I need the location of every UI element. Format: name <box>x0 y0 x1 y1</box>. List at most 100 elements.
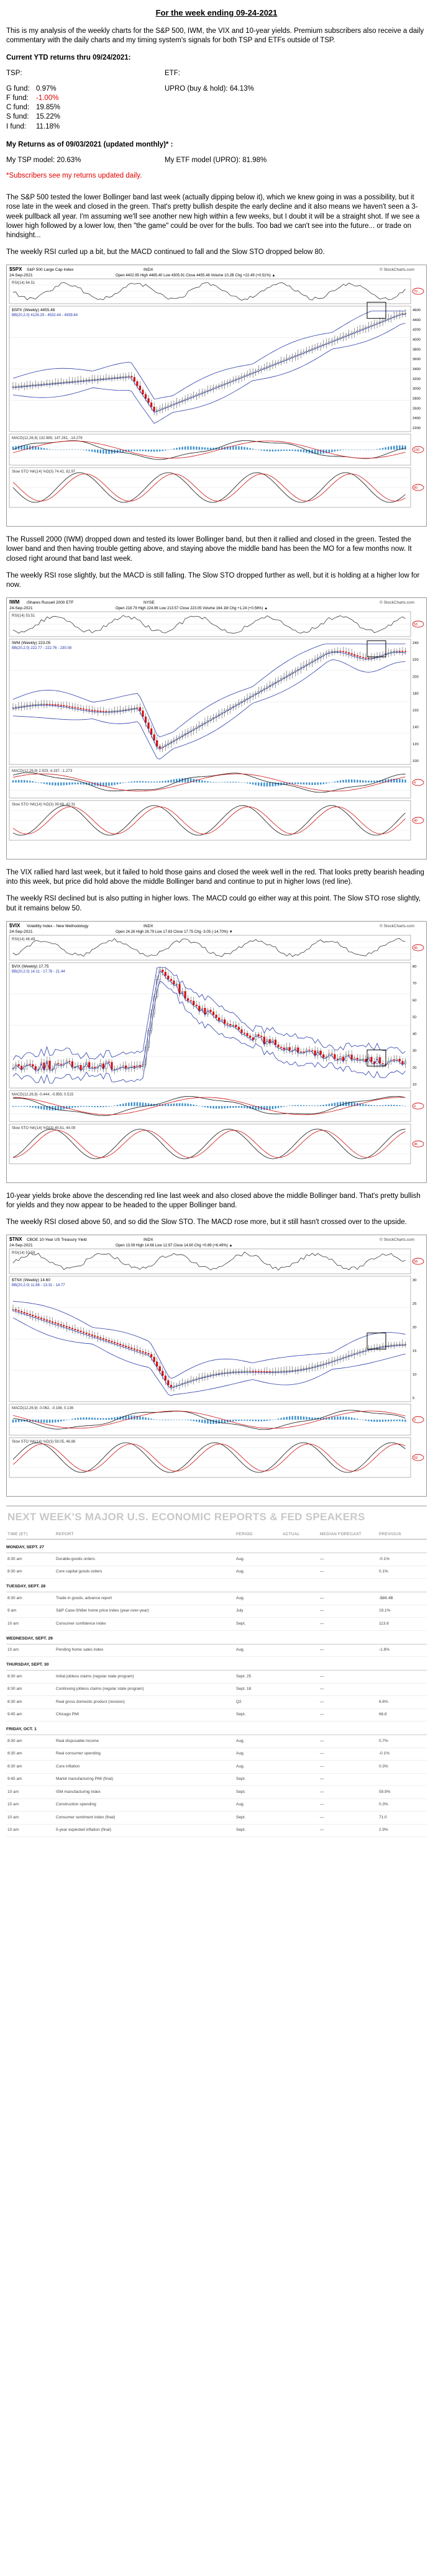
candle-body <box>345 651 347 653</box>
macd-histogram-bar <box>229 1420 231 1422</box>
macd-histogram-bar <box>150 781 152 783</box>
macd-histogram-bar <box>37 447 40 450</box>
macd-histogram-bar <box>128 450 130 452</box>
price-tick-label: 30 <box>412 1279 416 1282</box>
candle-body <box>305 1368 308 1369</box>
candle-body <box>88 1062 91 1068</box>
macd-histogram-bar <box>15 1105 17 1107</box>
macd-histogram-bar <box>153 450 155 452</box>
candle-body <box>54 383 57 384</box>
macd-histogram-bar <box>128 1415 130 1420</box>
macd-histogram-bar <box>23 1105 25 1107</box>
macd-histogram-bar <box>88 1417 90 1420</box>
macd-histogram-bar <box>207 1105 209 1108</box>
macd-histogram-bar <box>319 450 322 455</box>
macd-histogram-bar <box>317 782 319 785</box>
calendar-cell: -0.1% <box>379 1751 390 1756</box>
macd-histogram-bar <box>240 447 243 450</box>
macd-histogram-bar <box>145 1417 147 1420</box>
macd-histogram-bar <box>227 1105 229 1109</box>
calendar-cell: 8:30 am <box>7 1687 22 1692</box>
candle-body <box>57 1063 60 1064</box>
macd-histogram-bar <box>258 782 260 786</box>
candle-body <box>195 1004 198 1006</box>
calendar-cell: Sept. <box>236 1777 246 1782</box>
macd-histogram-bar <box>342 1417 344 1420</box>
macd-histogram-bar <box>322 1104 324 1106</box>
candle-body <box>17 1310 20 1312</box>
sto-d-line <box>12 1130 406 1158</box>
macd-histogram-bar <box>308 1105 311 1106</box>
macd-histogram-bar <box>283 782 285 786</box>
candle-body <box>401 1061 404 1064</box>
macd-line <box>12 772 406 793</box>
macd-histogram-bar <box>314 450 316 455</box>
value-badge <box>412 620 424 628</box>
price-tick-label: 70 <box>412 982 416 986</box>
rsi-line <box>12 615 406 634</box>
candle-body <box>156 410 158 412</box>
macd-histogram-bar <box>77 782 79 785</box>
candle-body <box>111 710 113 712</box>
macd-histogram-bar <box>139 1416 141 1420</box>
candle-body <box>94 710 96 712</box>
macd-histogram-bar <box>277 450 280 451</box>
stock-chart-svg: $VIX Volatility Index - New Methodology IN… <box>9 923 424 1164</box>
macd-histogram-bar <box>246 1420 248 1422</box>
candle-body <box>311 1050 314 1051</box>
macd-histogram-bar <box>224 1420 226 1423</box>
commentary-paragraph: 10-year yields broke above the descendin… <box>6 1192 421 1209</box>
macd-histogram-bar <box>159 781 161 783</box>
candle-body <box>370 1056 373 1062</box>
candle-body <box>246 1371 248 1372</box>
candle-body <box>221 1019 223 1021</box>
commentary-paragraph: The weekly RSI rose slightly, but the MA… <box>6 571 420 589</box>
macd-histogram-bar <box>145 1102 147 1106</box>
macd-histogram-bar <box>15 446 17 450</box>
sto-d-line <box>12 806 406 835</box>
macd-histogram-bar <box>337 1417 339 1420</box>
candle-body <box>353 654 356 656</box>
macd-histogram-bar <box>306 782 308 785</box>
candle-body <box>45 1320 48 1322</box>
candle-body <box>257 1371 260 1372</box>
macd-histogram-bar <box>204 1105 206 1107</box>
candle-body <box>189 1000 192 1002</box>
price-tick-label: 2800 <box>412 397 421 401</box>
returns-heading: My Returns as of 09/03/2021 (updated mon… <box>6 140 173 148</box>
macd-histogram-bar <box>297 782 299 784</box>
macd-histogram-bar <box>147 450 150 452</box>
macd-histogram-bar <box>187 446 189 450</box>
macd-histogram-bar <box>246 1105 248 1109</box>
candle-body <box>34 384 37 386</box>
macd-histogram-bar <box>40 1420 42 1423</box>
candle-body <box>350 1054 353 1059</box>
candle-body <box>283 1047 285 1050</box>
macd-signal-line <box>12 1097 406 1115</box>
macd-histogram-bar <box>178 447 181 450</box>
macd-histogram-bar <box>260 1420 262 1422</box>
candle-body <box>150 1354 153 1358</box>
rsi-line <box>12 938 406 957</box>
macd-histogram-bar <box>300 1105 302 1106</box>
candle-body <box>255 1371 257 1372</box>
annotation-box <box>367 1050 386 1067</box>
candle-body <box>365 1349 367 1351</box>
calendar-cell: 10 am <box>7 1815 19 1820</box>
macd-histogram-bar <box>328 1104 330 1106</box>
candle-body <box>57 1323 60 1325</box>
candle-body <box>34 1066 37 1070</box>
calendar-row: 8:30 am Real consumer spending Aug. — -0.1% <box>6 1748 427 1761</box>
candle-body <box>85 1333 88 1335</box>
candle-body <box>68 1327 71 1329</box>
macd-histogram-bar <box>314 1105 316 1106</box>
macd-histogram-bar <box>196 779 198 783</box>
macd-histogram-bar <box>370 1420 373 1422</box>
macd-histogram-bar <box>263 782 265 787</box>
macd-histogram-bar <box>43 782 45 784</box>
calendar-column-header: PREVIOUS <box>379 1531 401 1536</box>
candle-body <box>144 716 147 723</box>
calendar-row: 9:45 am Markit manufacturing PMI (final) S… <box>6 1774 427 1787</box>
candle-body <box>91 1066 93 1068</box>
macd-histogram-bar <box>388 447 390 450</box>
